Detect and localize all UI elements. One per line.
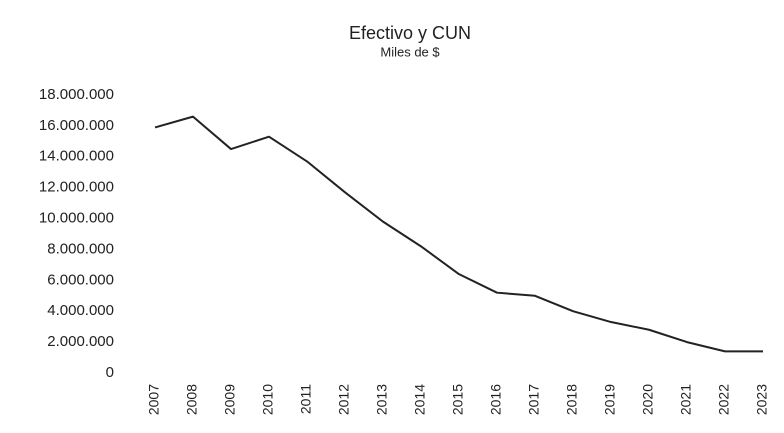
y-tick-label: 16.000.000: [39, 117, 114, 134]
y-tick-label: 8.000.000: [47, 240, 114, 257]
x-tick-label: 2013: [374, 384, 390, 415]
line: [154, 115, 763, 353]
x-tick-label: 2018: [564, 384, 580, 415]
x-tick-label: 2021: [678, 384, 694, 415]
y-tick-label: 14.000.000: [39, 148, 114, 165]
y-tick-label: 2.000.000: [47, 333, 114, 350]
y-tick-label: 6.000.000: [47, 271, 114, 288]
x-tick-label: 2012: [336, 384, 352, 415]
x-tick-label: 2016: [488, 384, 504, 415]
x-tick-label: 2011: [298, 384, 314, 414]
x-tick-label: 2022: [716, 384, 732, 415]
x-tick-label: 2020: [640, 384, 656, 415]
y-tick-label: 0: [106, 364, 114, 381]
x-tick-label: 2015: [450, 384, 466, 415]
x-tick-label: 2023: [754, 384, 770, 415]
y-tick-label: 18.000.000: [39, 86, 114, 103]
x-tick-label: 2017: [526, 384, 542, 415]
y-tick-label: 4.000.000: [47, 302, 114, 319]
x-tick-label: 2014: [412, 384, 428, 415]
chart-title: Efectivo y CUN: [349, 23, 471, 43]
x-tick-label: 2007: [146, 384, 162, 415]
x-tick-label: 2019: [602, 384, 618, 415]
x-tick-label: 2009: [222, 384, 238, 415]
x-tick-label: 2008: [184, 384, 200, 415]
y-tick-label: 12.000.000: [39, 179, 114, 196]
y-tick-label: 10.000.000: [39, 210, 114, 227]
chart-subtitle: Miles de $: [380, 44, 440, 59]
x-tick-label: 2010: [260, 384, 276, 415]
